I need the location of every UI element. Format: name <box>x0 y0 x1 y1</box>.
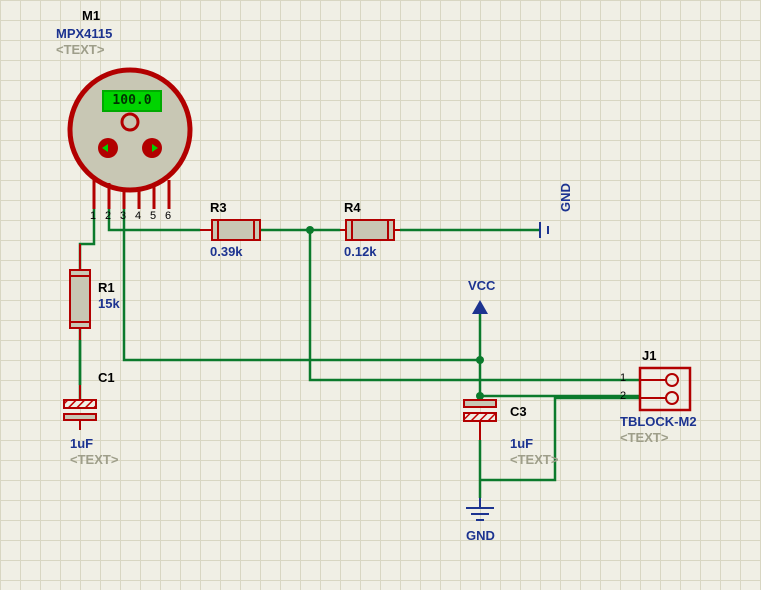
j1-pin-2: 2 <box>620 390 626 402</box>
m1-ref: M1 <box>82 8 100 23</box>
r3-ref: R3 <box>210 200 227 215</box>
vcc-arrow-icon <box>472 300 488 314</box>
gnd-symbol-right <box>540 222 548 238</box>
r3-val: 0.39k <box>210 244 243 259</box>
r4-val: 0.12k <box>344 244 377 259</box>
r1-shape <box>70 244 90 340</box>
c1-ref: C1 <box>98 370 115 385</box>
j1-shape <box>640 368 690 410</box>
j1-pin-1: 1 <box>620 372 626 384</box>
j1-ref: J1 <box>642 348 656 363</box>
schematic-canvas[interactable]: 100.0 M1 MPX4115 <TEXT> 1 2 3 4 5 6 R1 1… <box>0 0 761 590</box>
c3-text: <TEXT> <box>510 452 558 467</box>
r4-ref: R4 <box>344 200 361 215</box>
c1-text: <TEXT> <box>70 452 118 467</box>
schematic-svg <box>0 0 761 590</box>
m1-pin-4: 4 <box>135 210 141 222</box>
vcc-label: VCC <box>468 278 495 293</box>
r1-val: 15k <box>98 296 120 311</box>
gnd-label-right: GND <box>558 183 573 212</box>
m1-pin-5: 5 <box>150 210 156 222</box>
c1-shape <box>64 385 96 430</box>
m1-text: <TEXT> <box>56 42 104 57</box>
m1-pin-3: 3 <box>120 210 126 222</box>
gnd-symbol-bottom <box>466 498 494 520</box>
c3-val: 1uF <box>510 436 533 451</box>
c3-shape <box>464 400 496 440</box>
m1-pin-6: 6 <box>165 210 171 222</box>
c1-val: 1uF <box>70 436 93 451</box>
m1-pin-1: 1 <box>90 210 96 222</box>
m1-pin-2: 2 <box>105 210 111 222</box>
j1-text: <TEXT> <box>620 430 668 445</box>
r4-shape <box>340 220 400 240</box>
r1-ref: R1 <box>98 280 115 295</box>
r3-shape <box>200 220 260 240</box>
c3-ref: C3 <box>510 404 527 419</box>
sensor-display: 100.0 <box>102 90 162 112</box>
j1-part: TBLOCK-M2 <box>620 414 697 429</box>
m1-part: MPX4115 <box>56 26 112 41</box>
gnd-label-bottom: GND <box>466 528 495 543</box>
